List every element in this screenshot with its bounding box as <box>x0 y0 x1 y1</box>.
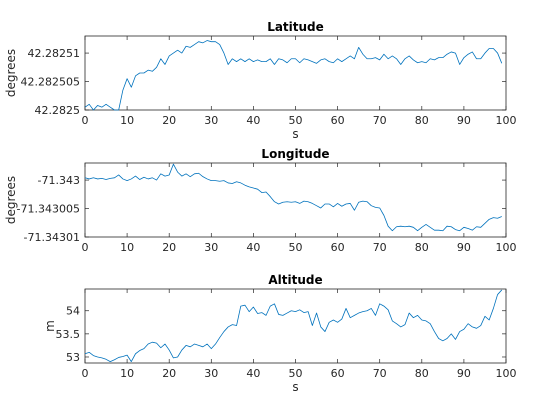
x-tick-label: 70 <box>373 114 387 127</box>
x-tick-label: 20 <box>162 367 176 380</box>
y-axis-label: degrees <box>4 176 18 224</box>
x-tick-label: 30 <box>204 367 218 380</box>
x-tick-label: 20 <box>162 241 176 254</box>
y-tick-label: -71.343005 <box>17 203 80 216</box>
x-tick-label: 30 <box>204 114 218 127</box>
y-tick-label: 42.282505 <box>21 76 81 89</box>
axes-frame <box>84 162 507 238</box>
subplot-longitude: 0 10 20 30 40 50 60 70 80 90 100 -71.343 -71.343005 -… <box>4 147 517 254</box>
x-tick-label: 50 <box>289 367 303 380</box>
x-tick-label: 100 <box>496 114 517 127</box>
series-line <box>84 289 503 363</box>
y-tick-label: 42.2825 <box>35 104 81 117</box>
x-tick-label: 80 <box>415 241 429 254</box>
x-tick-label: 60 <box>331 367 345 380</box>
chart-title: Latitude <box>267 20 324 34</box>
chart-title: Longitude <box>261 147 329 161</box>
y-tick-label: 53 <box>66 351 80 364</box>
x-tick-label: 100 <box>496 367 517 380</box>
x-tick-label: 100 <box>496 241 517 254</box>
series-line <box>84 40 503 111</box>
x-tick-label: 90 <box>457 241 471 254</box>
x-tick-label: 0 <box>82 241 89 254</box>
x-tick-label: 60 <box>331 241 345 254</box>
x-tick-label: 40 <box>246 114 260 127</box>
y-tick-label: 53.5 <box>56 328 81 341</box>
x-tick-label: 90 <box>457 114 471 127</box>
subplot-latitude: 0 10 20 30 40 50 60 70 80 90 100 42.2825 42.282505 42… <box>4 20 517 141</box>
x-axis-label: s <box>292 380 298 394</box>
x-tick-label: 80 <box>415 114 429 127</box>
x-tick-label: 0 <box>82 367 89 380</box>
x-tick-label: 50 <box>289 241 303 254</box>
axes-frame <box>84 35 507 111</box>
y-axis-label: degrees <box>4 49 18 97</box>
y-axis-label: m <box>43 320 57 332</box>
chart-title: Altitude <box>268 273 322 287</box>
x-tick-label: 20 <box>162 114 176 127</box>
x-tick-label: 10 <box>120 367 134 380</box>
x-tick-label: 10 <box>120 241 134 254</box>
x-tick-label: 80 <box>415 367 429 380</box>
y-tick-label: -71.34301 <box>24 231 80 244</box>
x-tick-label: 70 <box>373 367 387 380</box>
x-axis-label: s <box>292 127 298 141</box>
x-tick-label: 40 <box>246 241 260 254</box>
x-tick-label: 90 <box>457 367 471 380</box>
x-tick-label: 30 <box>204 241 218 254</box>
x-tick-label: 70 <box>373 241 387 254</box>
x-tick-label: 50 <box>289 114 303 127</box>
y-tick-label: 42.28251 <box>28 47 81 60</box>
axes-frame <box>84 288 507 364</box>
subplot-altitude: 0 10 20 30 40 50 60 70 80 90 100 53 53.5 54 Altitude s m <box>43 273 517 394</box>
x-tick-label: 40 <box>246 367 260 380</box>
x-tick-label: 60 <box>331 114 345 127</box>
y-tick-label: -71.343 <box>38 174 80 187</box>
y-tick-label: 54 <box>66 305 80 318</box>
x-tick-label: 0 <box>82 114 89 127</box>
x-tick-label: 10 <box>120 114 134 127</box>
series-line <box>84 163 502 232</box>
